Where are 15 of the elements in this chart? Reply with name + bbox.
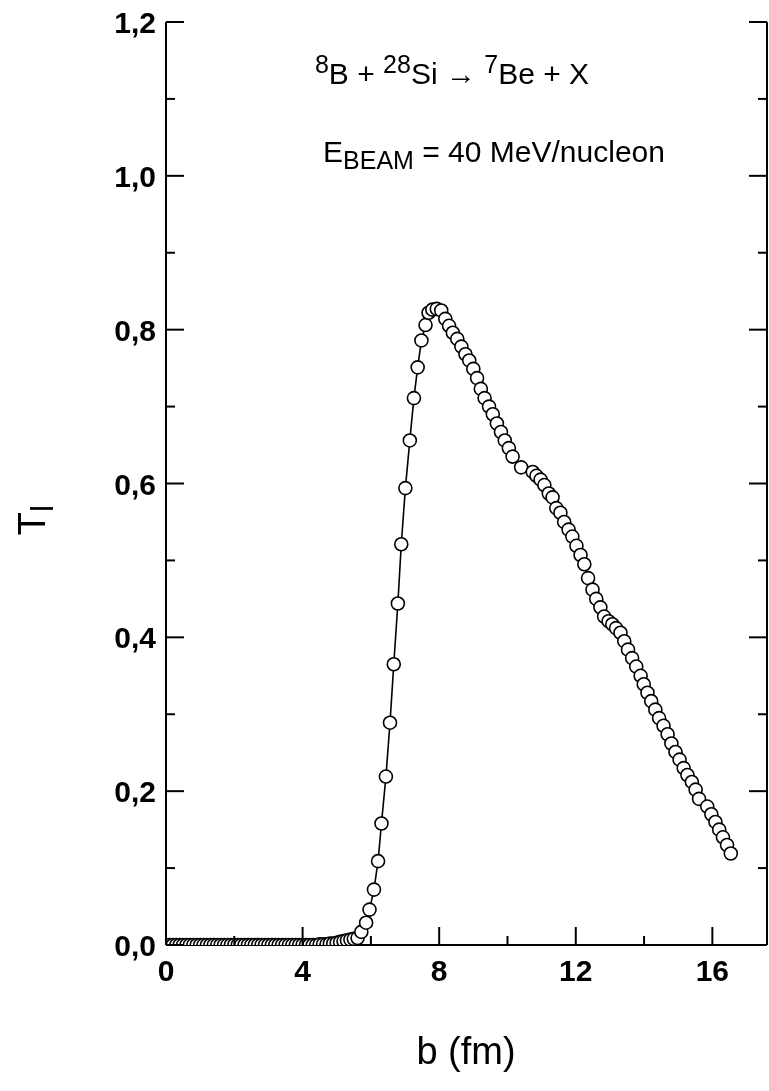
x-tick-label: 0 bbox=[157, 954, 175, 987]
y-tick-label: 1,2 bbox=[114, 6, 156, 39]
y-tick-label: 0,0 bbox=[114, 929, 156, 962]
y-tick-label: 0,2 bbox=[114, 775, 156, 809]
x-tick-label: 12 bbox=[559, 954, 593, 987]
annotation: $^{8}$B + $^{28}$Si → $^{7}$Be + X bbox=[314, 50, 590, 91]
x-tick-label: 4 bbox=[294, 954, 312, 987]
x-tick-label: 16 bbox=[695, 954, 730, 987]
annotation: E$_{BEAM}$ = 40 MeV/nucleon bbox=[323, 135, 665, 175]
y-tick-label: 1,0 bbox=[114, 159, 156, 193]
y-tick-label: 0,6 bbox=[114, 467, 156, 501]
x-tick-label: 8 bbox=[430, 954, 448, 987]
y-tick-label: 0,4 bbox=[114, 621, 157, 655]
x-axis-title: b (fm) bbox=[416, 1030, 516, 1073]
y-tick-label: 0,8 bbox=[114, 313, 156, 347]
